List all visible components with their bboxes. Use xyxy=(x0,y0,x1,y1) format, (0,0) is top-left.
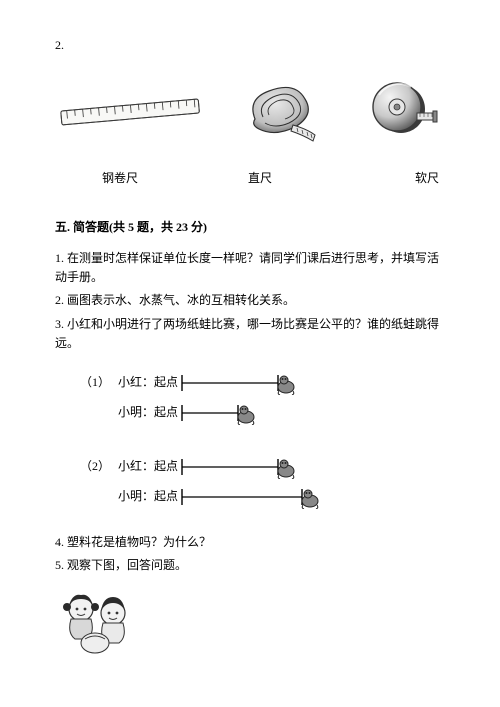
diagram-1-xiaohong-label: 小红：起点 xyxy=(116,373,180,390)
label-ruler: 直尺 xyxy=(185,169,335,186)
diagram-1-xiaohong-track xyxy=(180,371,310,393)
q5-5: 5. 观察下图，回答问题。 xyxy=(55,556,445,575)
tools-label-row: 钢卷尺 直尺 软尺 xyxy=(55,169,445,186)
diagram-2-xiaoming-label: 小明：起点 xyxy=(116,487,180,504)
label-soft-tape: 软尺 xyxy=(335,169,445,186)
diagram-2-xiaohong-track xyxy=(180,455,330,477)
q5-2: 2. 画图表示水、水蒸气、冰的互相转化关系。 xyxy=(55,291,445,310)
diagram-2-xiaohong-label: 小红：起点 xyxy=(116,457,180,474)
kid-girl xyxy=(63,595,99,639)
race-diagram-2: （2） 小红：起点 小明：起点 xyxy=(80,451,445,511)
q5-3: 3. 小红和小明进行了两场纸蛙比赛，哪一场比赛是公平的？谁的纸蛙跳得远。 xyxy=(55,315,445,353)
tools-image-row xyxy=(55,71,445,151)
diagram-2-xiaoming-track xyxy=(180,485,330,507)
kids-illustration xyxy=(59,589,445,661)
diagram-2-number: （2） xyxy=(80,457,116,474)
q5-4: 4. 塑料花是植物吗？为什么？ xyxy=(55,533,445,552)
q5-1: 1. 在测量时怎样保证单位长度一样呢？请同学们课后进行思考，并填写活动手册。 xyxy=(55,249,445,287)
image-soft-tape xyxy=(230,75,330,147)
label-steel-tape: 钢卷尺 xyxy=(55,169,185,186)
diagram-1-xiaoming-track xyxy=(180,401,310,423)
section-5-title: 五. 简答题(共 5 题，共 23 分) xyxy=(55,218,445,235)
diagram-1-number: （1） xyxy=(80,373,116,390)
image-ruler xyxy=(55,93,205,129)
question-number-2: 2. xyxy=(55,38,445,53)
race-diagram-1: （1） 小红：起点 小明：起点 xyxy=(80,367,445,427)
image-steel-tape xyxy=(355,75,445,147)
diagram-1-xiaoming-label: 小明：起点 xyxy=(116,403,180,420)
